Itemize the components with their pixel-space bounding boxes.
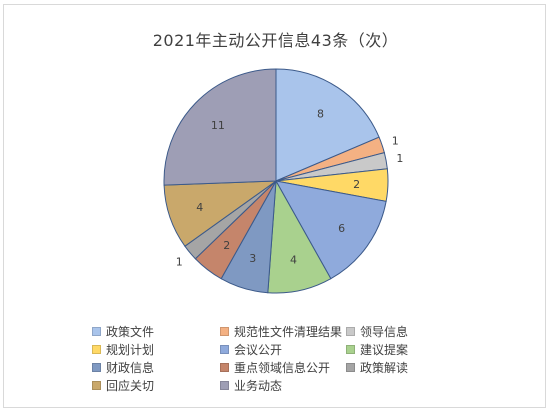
slice-business-news — [163, 68, 277, 186]
slice-policy-docs — [275, 68, 380, 182]
legend-label: 规范性文件清理结果 — [234, 325, 343, 339]
legend-label: 政策文件 — [106, 325, 155, 339]
legend-item-leader-info: 领导信息 — [346, 323, 408, 340]
legend-item-policy-docs: 政策文件 — [92, 323, 154, 340]
slice-meeting-public — [275, 180, 387, 280]
legend-label: 规划计划 — [106, 343, 155, 357]
chart-frame: 2021年主动公开信息43条（次） 8 1 1 2 6 4 3 2 1 4 11 政策文件 规范性文件… — [3, 4, 546, 408]
legend-swatch — [92, 327, 101, 336]
legend-item-response-concerns: 回应关切 — [92, 377, 154, 394]
legend-item-proposals: 建议提案 — [346, 341, 408, 358]
data-label-leader-info: 1 — [396, 152, 403, 165]
legend-label: 领导信息 — [360, 325, 409, 339]
data-label-business-news: 11 — [211, 119, 225, 132]
legend-item-business-news: 业务动态 — [220, 377, 282, 394]
legend-item-finance-info: 财政信息 — [92, 359, 154, 376]
legend-swatch — [220, 363, 229, 372]
legend-label: 回应关切 — [106, 379, 155, 393]
legend-label: 建议提案 — [360, 343, 409, 357]
data-label-normative-cleanup: 1 — [392, 134, 399, 147]
legend-swatch — [220, 381, 229, 390]
chart-title: 2021年主动公开信息43条（次） — [152, 31, 399, 50]
legend-swatch — [92, 345, 101, 354]
data-label-finance-info: 3 — [249, 252, 256, 265]
legend-swatch — [92, 363, 101, 372]
legend-label: 会议公开 — [234, 343, 283, 357]
legend-item-policy-interpretation: 政策解读 — [346, 359, 408, 376]
legend-label: 财政信息 — [106, 361, 155, 375]
legend-swatch — [220, 345, 229, 354]
data-label-planning: 2 — [353, 178, 360, 191]
legend-swatch — [346, 327, 355, 336]
legend-swatch — [346, 363, 355, 372]
data-label-proposals: 4 — [290, 254, 297, 267]
data-label-policy-docs: 8 — [317, 108, 324, 121]
legend-swatch — [346, 345, 355, 354]
data-label-policy-interpretation: 1 — [176, 256, 183, 269]
legend-label: 业务动态 — [234, 379, 283, 393]
legend-swatch — [92, 381, 101, 390]
data-label-response-concerns: 4 — [196, 201, 203, 214]
data-label-meeting-public: 6 — [338, 222, 345, 235]
legend-item-normative-cleanup: 规范性文件清理结果 — [220, 323, 342, 340]
legend-label: 政策解读 — [360, 361, 409, 375]
data-label-key-area-info: 2 — [223, 239, 230, 252]
legend-label: 重点领域信息公开 — [234, 361, 331, 375]
legend-item-key-area-info: 重点领域信息公开 — [220, 359, 330, 376]
legend-swatch — [220, 327, 229, 336]
legend-item-meeting-public: 会议公开 — [220, 341, 282, 358]
legend-item-planning: 规划计划 — [92, 341, 154, 358]
